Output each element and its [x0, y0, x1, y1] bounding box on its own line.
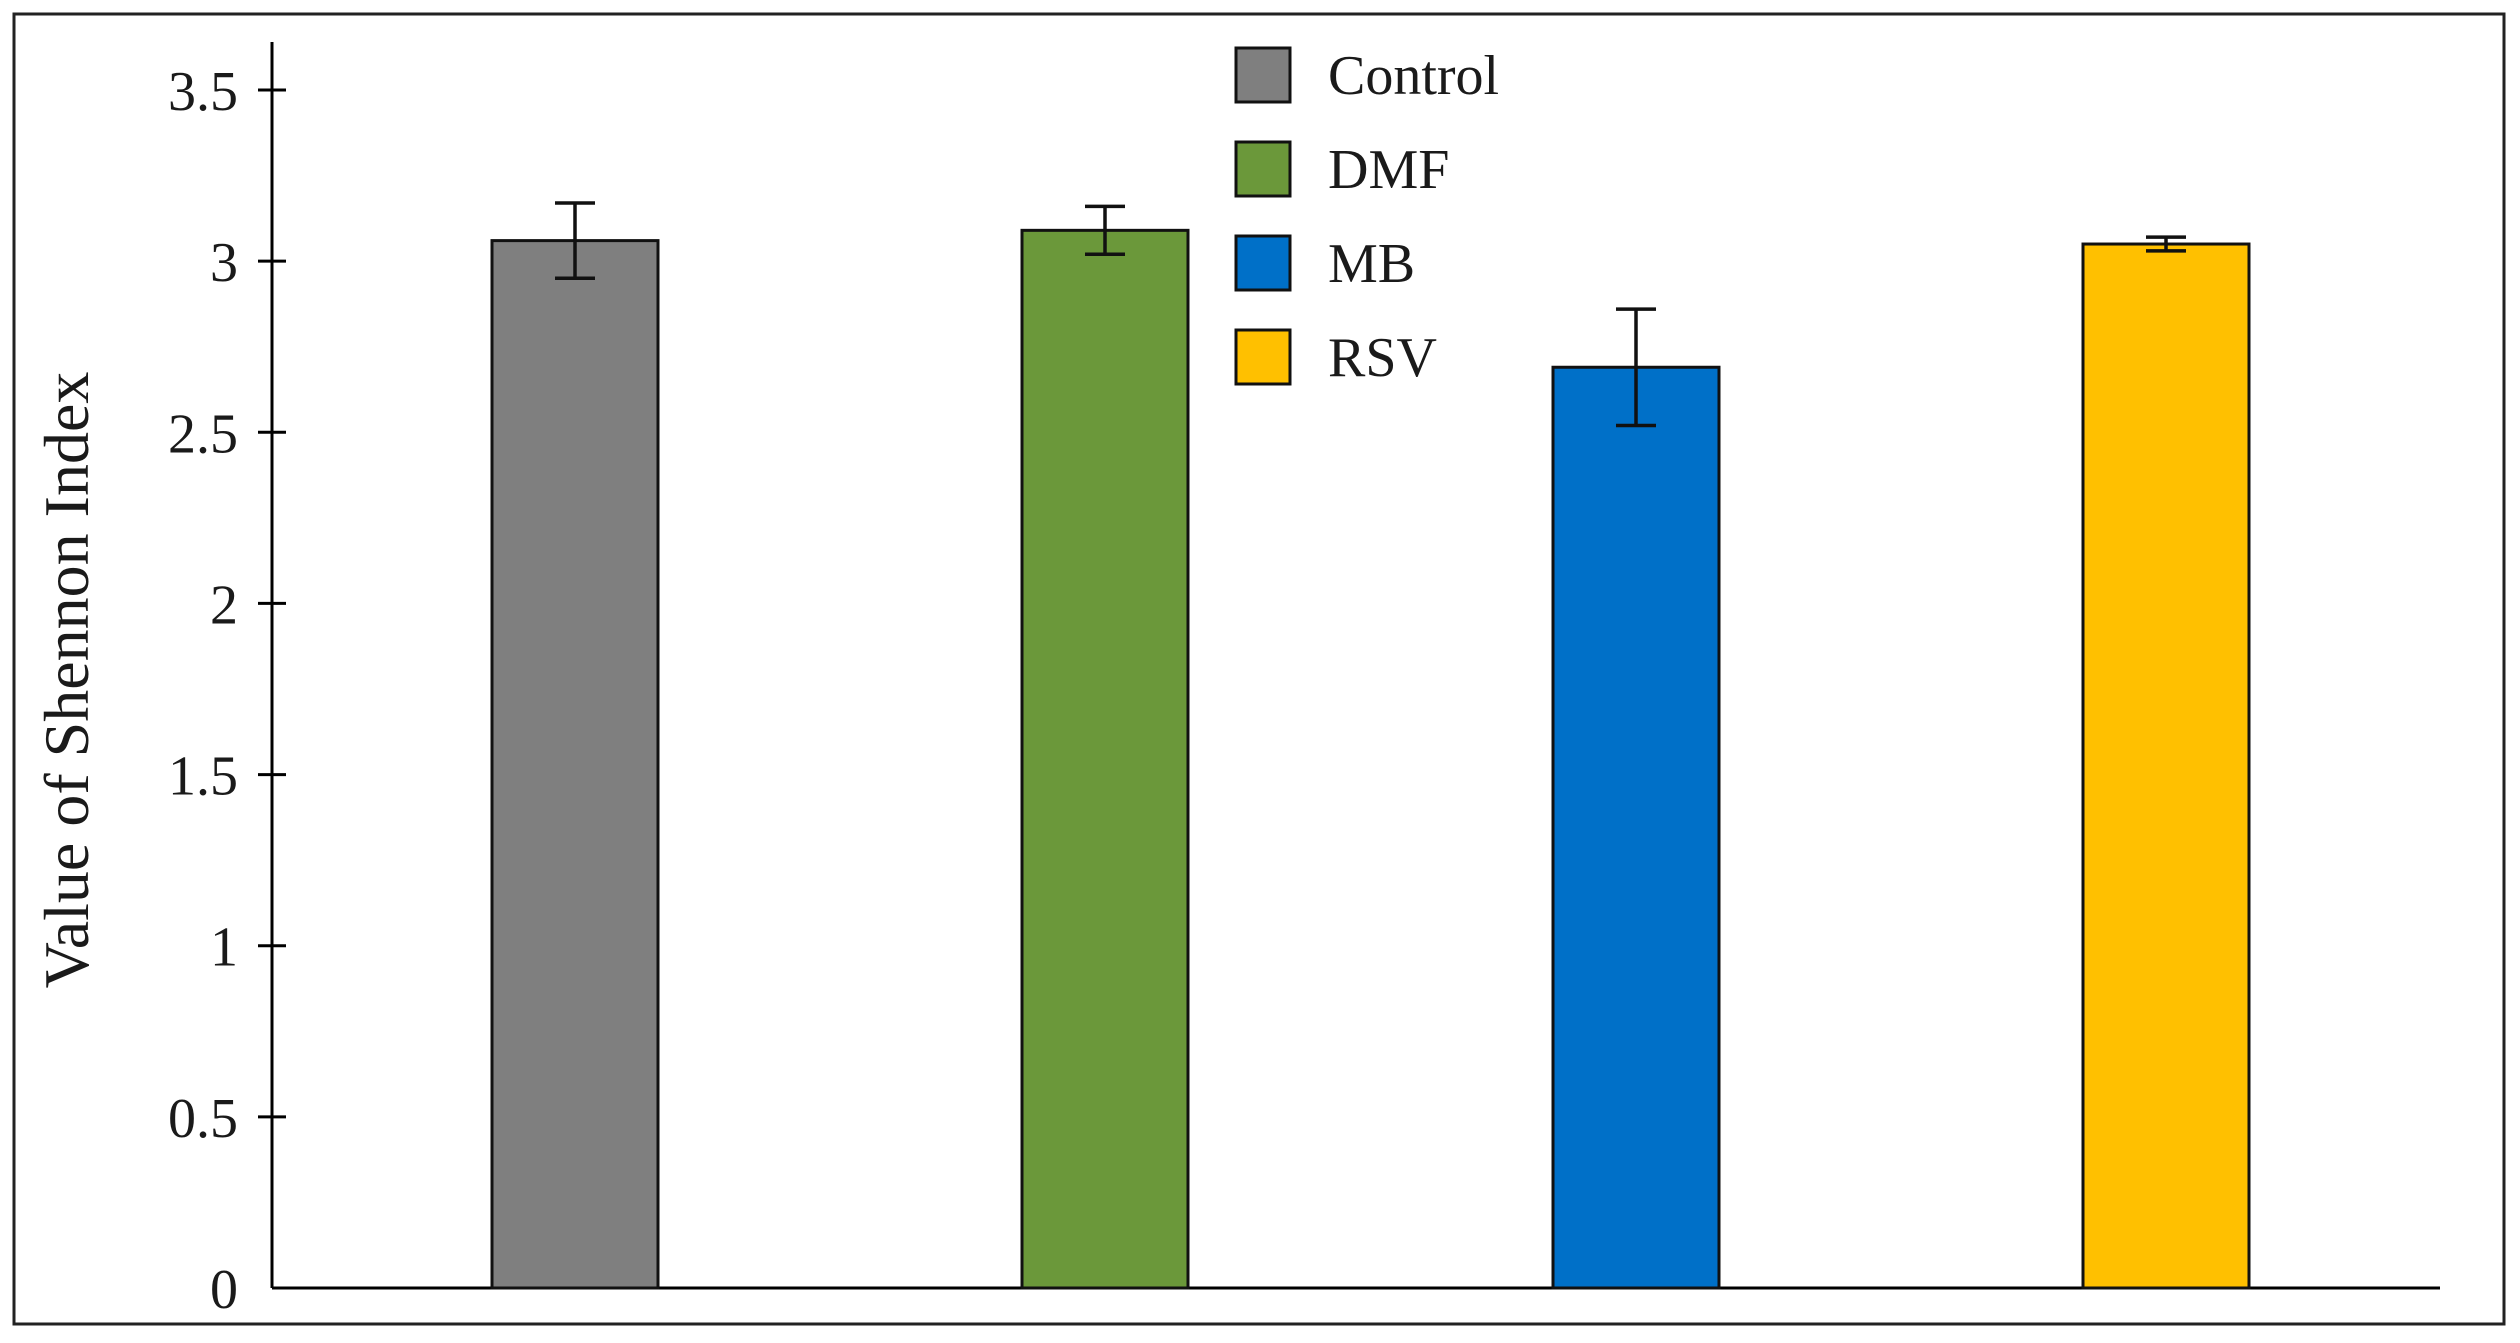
y-tick-label: 2.5 [168, 403, 238, 465]
axes: 0 0.5 1 1.5 2 2.5 3 3.5 [168, 42, 2440, 1321]
legend-label-control: Control [1328, 45, 1499, 107]
legend-swatch-rsv [1234, 328, 1292, 386]
bar-dmf [1020, 228, 1190, 1290]
y-tick-label: 3.5 [168, 61, 238, 123]
bar-mb [1551, 365, 1721, 1290]
y-tick-label: 3 [210, 232, 238, 294]
legend-label-rsv: RSV [1328, 327, 1437, 389]
y-tick-label: 0 [210, 1259, 238, 1321]
legend-label-mb: MB [1328, 233, 1415, 295]
y-tick-label: 0.5 [168, 1088, 238, 1150]
legend-swatch-control [1234, 46, 1292, 104]
chart-frame [12, 12, 2506, 1326]
y-tick-label: 2 [210, 574, 238, 636]
legend: Control DMF MB RSV [1234, 45, 1499, 389]
y-tick-label: 1.5 [168, 746, 238, 808]
bar-rsv [2081, 242, 2251, 1290]
legend-swatch-mb [1234, 234, 1292, 292]
y-axis-label: Value of Shennon Index [31, 372, 102, 989]
legend-swatch-dmf [1234, 140, 1292, 198]
y-tick-label: 1 [210, 917, 238, 979]
bars-group [490, 228, 2251, 1290]
error-bars-group [555, 201, 2186, 428]
legend-label-dmf: DMF [1328, 139, 1449, 201]
bar-control [490, 239, 660, 1290]
